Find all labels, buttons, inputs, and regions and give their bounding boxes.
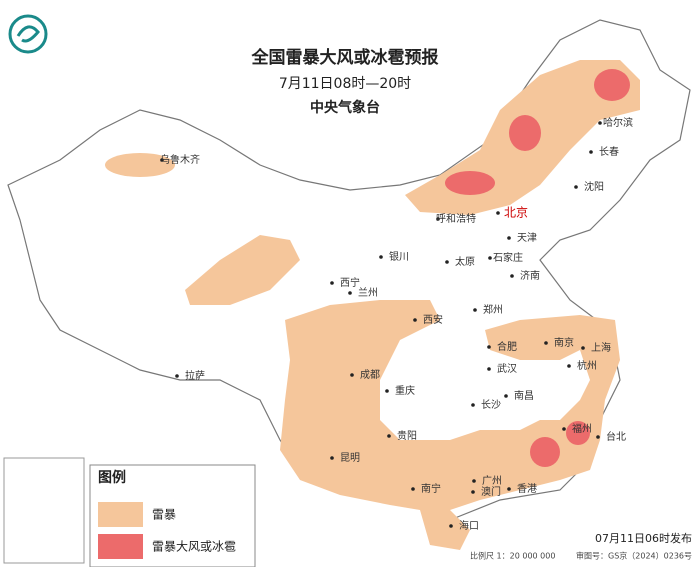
legend-swatch [98, 502, 143, 527]
city-dot [507, 487, 511, 491]
area [445, 171, 495, 195]
city-label: 太原 [455, 255, 475, 268]
area [105, 153, 175, 177]
city-label: 北京 [504, 206, 528, 220]
area [530, 437, 560, 467]
city-dot [507, 236, 511, 240]
city-label: 济南 [520, 269, 540, 282]
city-label: 海口 [459, 519, 479, 532]
city-dot [544, 341, 548, 345]
city-dot [581, 346, 585, 350]
gale-hail-areas [445, 69, 630, 467]
city-label: 南昌 [514, 389, 534, 402]
city-label: 昆明 [340, 452, 360, 464]
city-label: 兰州 [358, 286, 378, 299]
city-label: 呼和浩特 [436, 213, 476, 225]
city-dot [504, 394, 508, 398]
city-label: 南京 [554, 336, 574, 349]
city-dot [160, 158, 164, 162]
city-dot [596, 435, 600, 439]
city-dot [488, 256, 492, 260]
city-dot [413, 318, 417, 322]
city-label: 福州 [572, 422, 592, 435]
city-dot [562, 427, 566, 431]
city-label: 长春 [599, 146, 619, 158]
city-dot [385, 389, 389, 393]
city-dot [348, 291, 352, 295]
approval: 审图号：GS京（2024）0236号 [576, 551, 692, 561]
inset-map [3, 457, 85, 564]
logo [8, 14, 48, 54]
city-label: 香港 [517, 483, 537, 495]
city-label: 天津 [517, 232, 537, 244]
city-label: 广州 [482, 475, 502, 487]
city-label: 哈尔滨 [603, 116, 633, 129]
city-label: 郑州 [483, 303, 503, 316]
city-dot [445, 260, 449, 264]
city-label: 澳门 [481, 485, 501, 498]
city-label: 合肥 [497, 340, 517, 353]
city-label: 武汉 [497, 362, 517, 375]
legend-swatch [98, 534, 143, 559]
area [280, 300, 620, 550]
city-dot [472, 479, 476, 483]
city-label: 银川 [389, 250, 409, 263]
legend-title: 图例 [98, 469, 126, 486]
city-dot [598, 121, 602, 125]
area [185, 235, 300, 305]
city-dot [487, 367, 491, 371]
city-dot [411, 487, 415, 491]
city-dot [567, 364, 571, 368]
city-label: 西安 [423, 313, 443, 326]
legend-label: 雷暴大风或冰雹 [152, 540, 236, 554]
city-dot [510, 274, 514, 278]
city-label: 西宁 [340, 276, 360, 289]
scale: 比例尺 1：20 000 000 [470, 551, 555, 561]
city-dot [473, 308, 477, 312]
city-dot [350, 373, 354, 377]
area [594, 69, 630, 101]
issued: 07月11日06时发布 [595, 531, 692, 545]
city-dot [589, 150, 593, 154]
city-label: 石家庄 [493, 251, 523, 264]
city-label: 长沙 [481, 399, 501, 411]
city-label: 沈阳 [584, 180, 604, 193]
city-dot [471, 490, 475, 494]
city-dot [330, 281, 334, 285]
city-label: 成都 [360, 369, 380, 381]
city-dot [487, 345, 491, 349]
city-label: 杭州 [577, 359, 597, 372]
city-dot [449, 524, 453, 528]
city-dot [496, 211, 500, 215]
legend-label: 雷暴 [152, 508, 176, 522]
city-label: 乌鲁木齐 [160, 153, 200, 166]
title: 全国雷暴大风或冰雹预报 [251, 47, 439, 68]
city-label: 贵阳 [397, 429, 417, 442]
city-dot [330, 456, 334, 460]
city-label: 台北 [606, 430, 626, 443]
city-dot [387, 434, 391, 438]
agency: 中央气象台 [310, 99, 380, 116]
city-dot [436, 217, 440, 221]
city-label: 重庆 [395, 384, 415, 397]
city-dot [175, 374, 179, 378]
city-label: 南宁 [421, 482, 441, 495]
period: 7月11日08时—20时 [279, 76, 411, 92]
city-label: 上海 [591, 341, 611, 354]
city-dot [471, 403, 475, 407]
city-dot [379, 255, 383, 259]
city-label: 拉萨 [185, 369, 205, 382]
city-dot [574, 185, 578, 189]
area [566, 421, 590, 445]
logo [16, 25, 40, 43]
area [509, 115, 541, 151]
